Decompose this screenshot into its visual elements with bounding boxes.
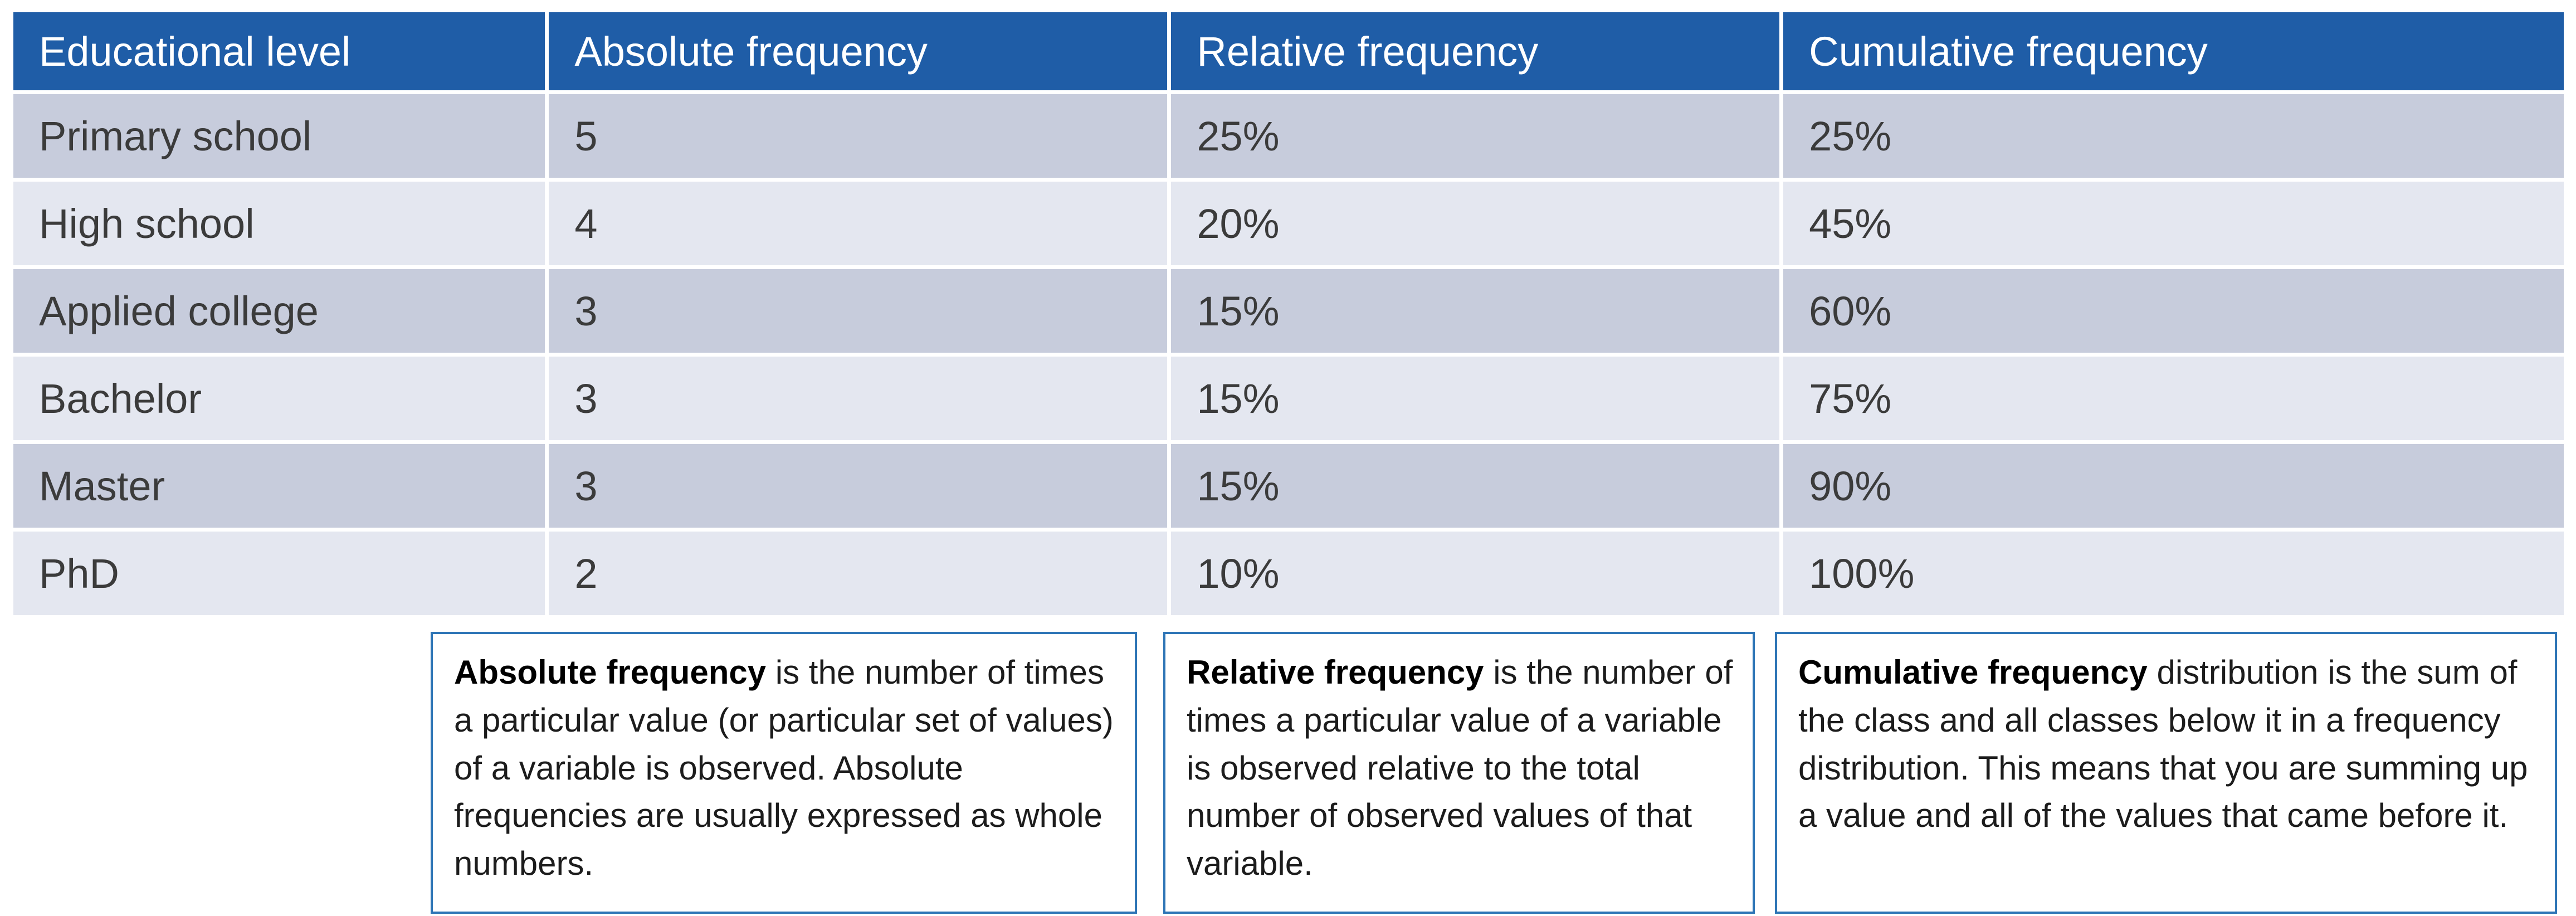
- table-header-row: Educational level Absolute frequency Rel…: [13, 12, 2564, 94]
- cell-relative-frequency: 25%: [1171, 94, 1784, 182]
- cell-relative-frequency: 15%: [1171, 269, 1784, 357]
- cell-relative-frequency: 10%: [1171, 532, 1784, 619]
- definition-box-absolute-frequency: Absolute frequency is the number of time…: [431, 632, 1137, 914]
- cell-educational-level: High school: [13, 182, 549, 269]
- column-header-relative-frequency: Relative frequency: [1171, 12, 1784, 94]
- cell-educational-level: PhD: [13, 532, 549, 619]
- cell-cumulative-frequency: 25%: [1783, 94, 2564, 182]
- definition-paragraph: Relative frequency is the number of time…: [1187, 649, 1734, 888]
- cell-absolute-frequency: 3: [549, 444, 1172, 532]
- definition-text: is the number of times a particular valu…: [454, 654, 1114, 883]
- table-row: High school 4 20% 45%: [13, 182, 2564, 269]
- table-row: Applied college 3 15% 60%: [13, 269, 2564, 357]
- cell-absolute-frequency: 3: [549, 357, 1172, 444]
- cell-cumulative-frequency: 75%: [1783, 357, 2564, 444]
- cell-educational-level: Master: [13, 444, 549, 532]
- frequency-table: Educational level Absolute frequency Rel…: [13, 12, 2564, 619]
- column-header-educational-level: Educational level: [13, 12, 549, 94]
- cell-relative-frequency: 20%: [1171, 182, 1784, 269]
- definition-term: Cumulative frequency: [1798, 654, 2148, 691]
- cell-educational-level: Primary school: [13, 94, 549, 182]
- cell-absolute-frequency: 5: [549, 94, 1172, 182]
- definition-text: distribution is the sum of the class and…: [1798, 654, 2528, 835]
- cell-educational-level: Bachelor: [13, 357, 549, 444]
- cell-cumulative-frequency: 90%: [1783, 444, 2564, 532]
- table-row: Bachelor 3 15% 75%: [13, 357, 2564, 444]
- column-header-cumulative-frequency: Cumulative frequency: [1783, 12, 2564, 94]
- cell-absolute-frequency: 4: [549, 182, 1172, 269]
- cell-cumulative-frequency: 60%: [1783, 269, 2564, 357]
- definition-paragraph: Absolute frequency is the number of time…: [454, 649, 1116, 888]
- column-header-absolute-frequency: Absolute frequency: [549, 12, 1172, 94]
- cell-cumulative-frequency: 100%: [1783, 532, 2564, 619]
- definition-box-cumulative-frequency: Cumulative frequency distribution is the…: [1775, 632, 2557, 914]
- definition-box-relative-frequency: Relative frequency is the number of time…: [1163, 632, 1755, 914]
- table-row: Master 3 15% 90%: [13, 444, 2564, 532]
- definition-text: is the number of times a particular valu…: [1187, 654, 1733, 883]
- cell-absolute-frequency: 2: [549, 532, 1172, 619]
- cell-absolute-frequency: 3: [549, 269, 1172, 357]
- cell-educational-level: Applied college: [13, 269, 549, 357]
- cell-relative-frequency: 15%: [1171, 357, 1784, 444]
- cell-relative-frequency: 15%: [1171, 444, 1784, 532]
- definition-term: Relative frequency: [1187, 654, 1484, 691]
- table-row: PhD 2 10% 100%: [13, 532, 2564, 619]
- cell-cumulative-frequency: 45%: [1783, 182, 2564, 269]
- definition-paragraph: Cumulative frequency distribution is the…: [1798, 649, 2536, 840]
- definition-term: Absolute frequency: [454, 654, 767, 691]
- table-row: Primary school 5 25% 25%: [13, 94, 2564, 182]
